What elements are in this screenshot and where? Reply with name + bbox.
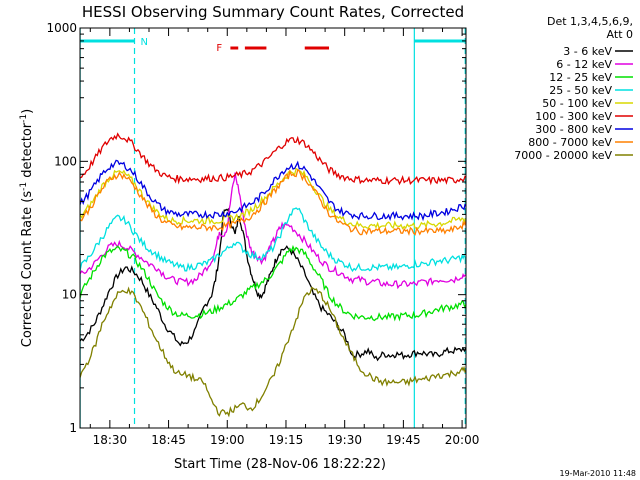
x-tick-label-1: 18:45 xyxy=(151,433,186,447)
y-tick-label-1: 10 xyxy=(62,288,77,302)
attenuator-and-flare-bars: NF xyxy=(80,37,466,54)
y-label-end: ) xyxy=(20,109,35,114)
legend-header-line2: Att 0 xyxy=(607,28,633,41)
legend-label-7: 800 - 7000 keV xyxy=(528,136,612,149)
x-tick-label-3: 19:15 xyxy=(269,433,304,447)
night-bar-label-0: N xyxy=(141,37,148,48)
x-axis-label: Start Time (28-Nov-06 18:22:22) xyxy=(174,457,386,472)
y-label-main: Corrected Count Rate (s xyxy=(20,191,35,348)
x-tick-label-2: 19:00 xyxy=(210,433,245,447)
series-line-8 xyxy=(79,286,467,418)
y-label-sup1: -1 xyxy=(19,182,29,191)
series-line-4 xyxy=(79,167,467,230)
y-label-mid: detector xyxy=(20,122,35,182)
series-line-0 xyxy=(79,207,467,362)
y-tick-label-0: 1 xyxy=(69,421,77,435)
x-tick-label-4: 19:30 xyxy=(327,433,362,447)
y-tick-label-3: 1000 xyxy=(46,21,77,35)
legend-label-2: 12 - 25 keV xyxy=(549,71,612,84)
legend-label-8: 7000 - 20000 keV xyxy=(514,149,612,162)
night-region-markers xyxy=(79,28,466,428)
series-line-7 xyxy=(79,168,467,236)
y-tick-label-2: 100 xyxy=(54,154,77,168)
series-line-5 xyxy=(79,132,467,186)
x-tick-label-0: 18:30 xyxy=(93,433,128,447)
chart-title: HESSI Observing Summary Count Rates, Cor… xyxy=(82,3,464,21)
legend-label-6: 300 - 800 keV xyxy=(535,123,612,136)
legend-label-3: 25 - 50 keV xyxy=(549,84,612,97)
legend-label-4: 50 - 100 keV xyxy=(542,97,612,110)
legend-header-line1: Det 1,3,4,5,6,9, xyxy=(547,15,633,28)
y-axis-label: Corrected Count Rate (s-1 detector-1) xyxy=(19,109,35,347)
series-line-6 xyxy=(79,159,467,222)
axes: 1 10 100 1000 18:30 18:45 19:00 19:15 19:30 19:45… xyxy=(46,21,479,447)
date-stamp: 19-Mar-2010 11:48 xyxy=(560,469,637,478)
flare-flag-label: F xyxy=(216,43,222,54)
series-line-1 xyxy=(79,172,467,290)
series-lines xyxy=(79,132,467,418)
x-tick-label-5: 19:45 xyxy=(386,433,421,447)
y-label-sup2: -1 xyxy=(19,114,29,123)
legend-label-5: 100 - 300 keV xyxy=(535,110,612,123)
series-line-2 xyxy=(79,244,467,322)
series-line-3 xyxy=(79,207,467,273)
x-tick-label-6: 20:00 xyxy=(445,433,480,447)
legend-label-1: 6 - 12 keV xyxy=(556,58,612,71)
plot-frame xyxy=(79,27,467,429)
legend-label-0: 3 - 6 keV xyxy=(563,45,612,58)
